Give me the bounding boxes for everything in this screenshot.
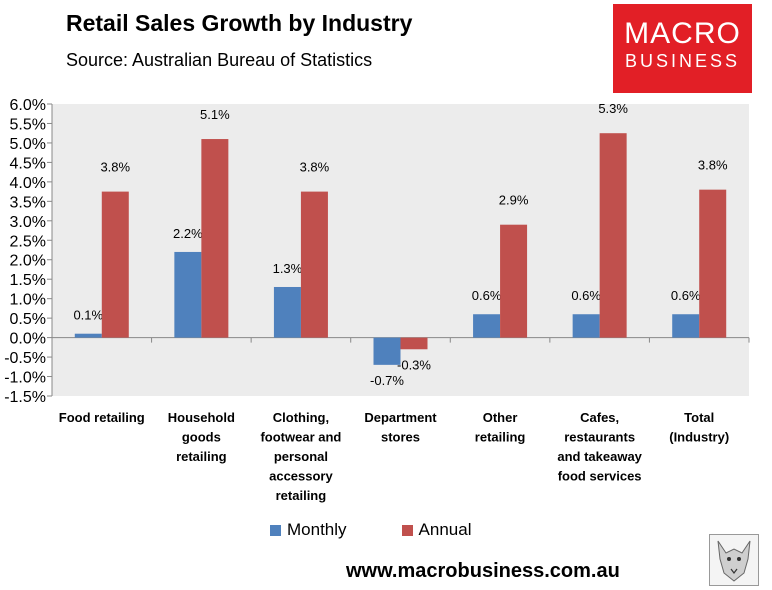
y-tick-label: 2.0%: [10, 253, 46, 270]
category-label-line: personal: [274, 449, 328, 464]
category-label-3: Department stores: [364, 410, 437, 445]
y-tick-label: 5.5%: [10, 116, 46, 133]
data-label-annual-5: 5.3%: [598, 101, 628, 116]
bar-annual-2: [300, 191, 328, 338]
y-tick-label: 1.0%: [10, 292, 46, 309]
wolf-logo-icon: [709, 534, 759, 586]
legend-label-annual: Annual: [418, 520, 472, 539]
chart-legend: Monthly Annual: [270, 520, 471, 540]
y-tick-label: 2.5%: [10, 233, 46, 250]
data-label-monthly-5: 0.6%: [571, 288, 601, 303]
y-tick-label: 4.5%: [10, 155, 46, 172]
bar-monthly-0: [74, 333, 102, 338]
bar-monthly-6: [672, 314, 700, 338]
bar-annual-6: [699, 189, 727, 338]
data-label-monthly-3: -0.7%: [370, 373, 404, 388]
category-label-0: Food retailing: [59, 410, 145, 425]
category-label-line: retailing: [276, 488, 327, 503]
category-label-line: stores: [381, 430, 420, 445]
legend-swatch-annual: [401, 524, 413, 536]
data-label-monthly-0: 0.1%: [73, 308, 103, 323]
bar-monthly-1: [174, 251, 202, 338]
category-label-line: food services: [558, 469, 642, 484]
macrobusiness-logo: MACRO BUSINESS: [613, 4, 752, 93]
category-label-line: footwear and: [260, 430, 341, 445]
category-label-line: accessory: [269, 469, 333, 484]
data-label-annual-3: -0.3%: [397, 357, 431, 372]
category-label-line: restaurants: [564, 430, 635, 445]
legend-item-annual: Annual: [401, 520, 472, 540]
y-tick-label: 3.0%: [10, 214, 46, 231]
data-label-monthly-1: 2.2%: [173, 226, 203, 241]
chart-subtitle: Source: Australian Bureau of Statistics: [66, 50, 373, 70]
category-label-1: Household goods retailing: [168, 410, 235, 464]
category-label-4: Other retailing: [475, 410, 526, 445]
y-tick-label: -0.5%: [4, 350, 46, 367]
legend-label-monthly: Monthly: [287, 520, 347, 539]
bar-monthly-4: [473, 314, 501, 338]
bar-chart: -1.5% -1.0% -0.5% 0.0% 0.5% 1.0% 1.5% 2.0% 2.5% 3…: [4, 97, 750, 503]
category-label-2: Clothing, footwear and personal accessory re…: [260, 410, 341, 503]
logo-line1: MACRO: [624, 17, 741, 50]
wolf-sketch-icon: [717, 540, 751, 582]
data-label-annual-0: 3.8%: [100, 160, 130, 175]
category-label-line: (Industry): [669, 430, 729, 445]
category-label-line: retailing: [176, 449, 227, 464]
bar-annual-4: [500, 224, 528, 338]
y-tick-label: 3.5%: [10, 194, 46, 211]
y-tick-label: -1.0%: [4, 370, 46, 387]
y-tick-label: 1.5%: [10, 272, 46, 289]
category-label-5: Cafes, restaurants and takeaway food servic…: [557, 410, 642, 484]
bar-monthly-3: [373, 337, 401, 365]
category-label-line: Household: [168, 410, 235, 425]
legend-item-monthly: Monthly: [270, 520, 347, 540]
y-tick-label: 6.0%: [10, 97, 46, 114]
bar-monthly-2: [273, 286, 301, 338]
data-label-monthly-6: 0.6%: [671, 288, 701, 303]
category-label-line: goods: [182, 430, 221, 445]
logo-line2: BUSINESS: [624, 51, 741, 71]
category-label-6: Total (Industry): [669, 410, 729, 445]
category-label-line: Cafes,: [580, 410, 619, 425]
y-tick-label: 0.5%: [10, 311, 46, 328]
bar-annual-1: [201, 139, 229, 338]
chart-title: Retail Sales Growth by Industry: [66, 10, 413, 36]
y-tick-label: 0.0%: [10, 331, 46, 348]
data-label-monthly-4: 0.6%: [472, 288, 502, 303]
data-label-annual-2: 3.8%: [300, 160, 330, 175]
category-label-line: Other: [483, 410, 518, 425]
website-url: www.macrobusiness.com.au: [346, 560, 620, 582]
data-label-annual-1: 5.1%: [200, 107, 230, 122]
bar-annual-3: [400, 337, 428, 350]
category-label-line: and takeaway: [557, 449, 642, 464]
category-label-line: retailing: [475, 430, 526, 445]
bar-annual-0: [101, 191, 129, 338]
data-label-annual-6: 3.8%: [698, 158, 728, 173]
bar-monthly-5: [572, 314, 600, 338]
y-tick-label: -1.5%: [4, 389, 46, 406]
y-tick-label: 4.0%: [10, 175, 46, 192]
y-tick-label: 5.0%: [10, 136, 46, 153]
category-label-line: Total: [684, 410, 714, 425]
legend-swatch-monthly: [270, 524, 281, 536]
category-label-line: Food retailing: [59, 410, 145, 425]
data-label-annual-4: 2.9%: [499, 193, 529, 208]
category-label-line: Clothing,: [273, 410, 329, 425]
bar-annual-5: [599, 133, 627, 338]
category-label-line: Department: [364, 410, 437, 425]
data-label-monthly-2: 1.3%: [273, 261, 303, 276]
